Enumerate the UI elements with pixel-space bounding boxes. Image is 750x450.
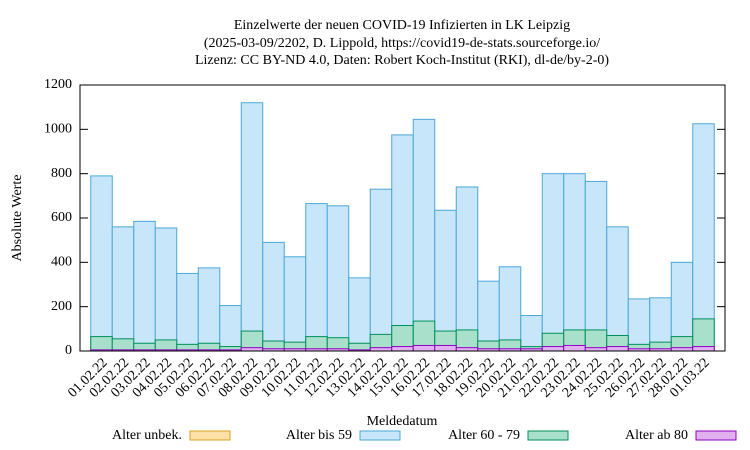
- bar: [434, 209, 457, 352]
- bar: [111, 338, 135, 352]
- bar: [434, 344, 457, 352]
- legend-swatch: [527, 430, 569, 441]
- legend-swatch: [359, 430, 401, 441]
- bar: [391, 134, 414, 352]
- legend-swatch: [695, 430, 737, 441]
- bar: [563, 344, 586, 352]
- bar: [262, 241, 285, 352]
- y-tick-label: 800: [51, 166, 72, 181]
- bar: [348, 277, 371, 352]
- y-tick-label: 1000: [44, 122, 72, 137]
- chart-title: Einzelwerte der neuen COVID-19 Infiziert…: [234, 18, 570, 33]
- bar: [111, 226, 135, 352]
- bar: [90, 336, 113, 352]
- bar: [563, 173, 586, 352]
- bar: [606, 226, 629, 352]
- bar: [154, 227, 178, 352]
- bar: [606, 346, 629, 352]
- bar: [692, 123, 715, 352]
- y-tick-label: 400: [51, 255, 72, 270]
- y-tick-label: 0: [65, 343, 72, 358]
- x-axis-label: Meldedatum: [367, 414, 438, 429]
- bar: [692, 346, 715, 352]
- bar: [283, 256, 307, 352]
- bar: [455, 186, 479, 352]
- chart-subtitle: Lizenz: CC BY-ND 4.0, Daten: Robert Koch…: [195, 53, 609, 68]
- bar: [219, 305, 242, 352]
- bar: [133, 220, 156, 352]
- legend-label: Alter bis 59: [286, 428, 352, 443]
- legend-swatch: [189, 430, 231, 441]
- bar: [520, 315, 543, 352]
- bar: [176, 272, 199, 352]
- legend-label: Alter 60 - 79: [448, 428, 520, 443]
- plot-frame: [79, 84, 726, 352]
- bar: [498, 266, 522, 352]
- y-axis-label: Absolute Werte: [10, 175, 25, 262]
- y-tick-label: 600: [51, 210, 72, 225]
- bar: [627, 298, 651, 352]
- y-tick-label: 1200: [44, 77, 72, 92]
- bar: [154, 339, 178, 352]
- bar: [541, 346, 565, 352]
- bar: [326, 205, 350, 352]
- bar: [412, 118, 436, 352]
- bar: [240, 102, 264, 352]
- bar: [584, 180, 608, 352]
- bar: [305, 203, 328, 352]
- legend-label: Alter ab 80: [625, 428, 688, 443]
- bar: [369, 188, 393, 352]
- y-tick-label: 200: [51, 299, 72, 314]
- chart-subtitle: (2025-03-09/2202, D. Lippold, https://co…: [204, 36, 600, 51]
- bar: [197, 267, 221, 352]
- bar: [391, 346, 414, 352]
- bar: [541, 173, 565, 352]
- bar: [412, 344, 436, 352]
- legend-label: Alter unbek.: [112, 428, 182, 443]
- bar: [90, 175, 113, 352]
